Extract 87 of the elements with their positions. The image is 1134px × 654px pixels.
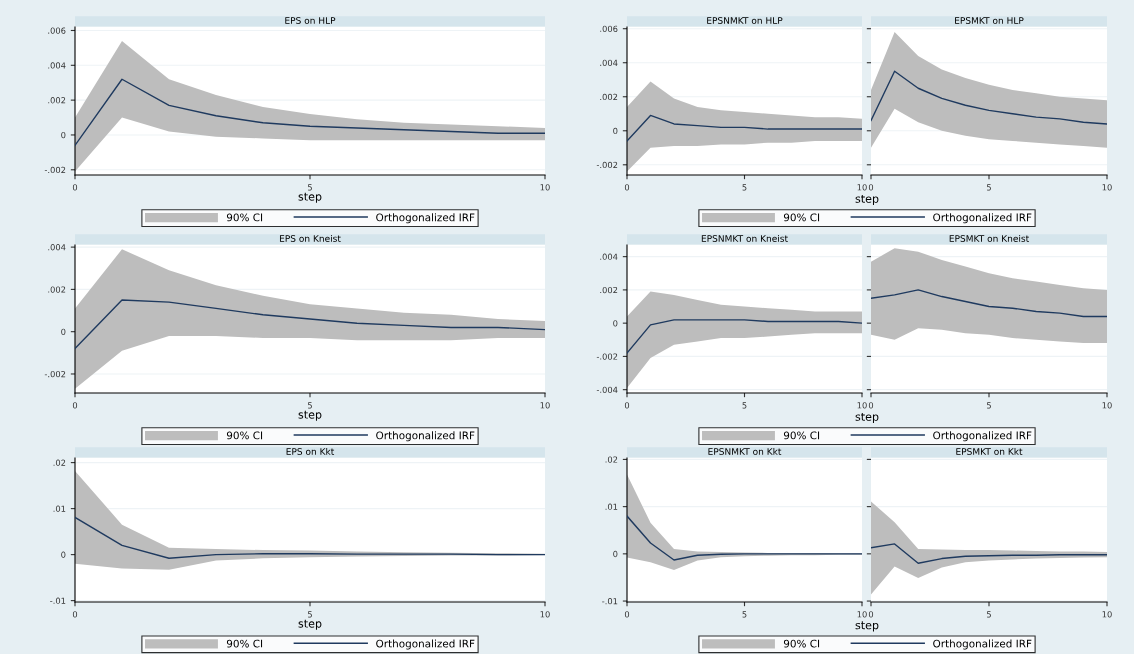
y-tick-label: -.002 [596, 161, 618, 169]
y-tick-label: .004 [600, 253, 618, 260]
text: Orthogonalized IRF [933, 639, 1032, 650]
line-series [75, 78, 545, 147]
y-tick-label: .004 [600, 59, 618, 67]
x-tick-label: 5 [307, 184, 312, 191]
text: Orthogonalized IRF [376, 431, 475, 442]
x-tick-label: 5 [986, 184, 991, 191]
x-axis-title: step [855, 412, 879, 423]
x-tick-label: 10 [540, 402, 550, 409]
text: Orthogonalized IRF [933, 431, 1032, 442]
x-tick-label: 5 [307, 402, 312, 409]
line-series [627, 114, 862, 142]
y-tick-label: -.002 [44, 166, 66, 174]
text: 90% CI [226, 431, 263, 440]
y-tick-label: .02 [53, 459, 66, 466]
x-tick-label: 5 [742, 402, 747, 409]
x-axis-title: step [298, 192, 322, 203]
text: Orthogonalized IRF [376, 639, 475, 650]
chart-title: EPSMKT on Kkt [956, 447, 1023, 455]
line-series [75, 516, 545, 559]
x-tick-label: 10 [1102, 402, 1112, 409]
chart-title: EPSNMKT on Kneist [701, 234, 788, 242]
x-tick-label: 10 [857, 184, 867, 191]
x-tick-label: 5 [986, 402, 991, 409]
text: 90% CI [226, 213, 263, 222]
y-tick-label: -.01 [50, 597, 66, 604]
chart-title: EPS on Kkt [286, 447, 335, 455]
y-tick-label: -.002 [596, 353, 618, 360]
y-tick-label: .01 [53, 505, 66, 512]
x-tick-label: 10 [540, 184, 550, 191]
text: Orthogonalized IRF [933, 213, 1032, 224]
y-tick-label: -.01 [602, 598, 618, 605]
x-tick-label: 10 [1102, 611, 1112, 618]
y-tick-label: .004 [48, 62, 66, 69]
chart-title: EPS on Kneist [279, 234, 341, 242]
y-tick-label: -.002 [44, 370, 66, 378]
y-tick-label: 0 [613, 550, 618, 558]
chart-title: EPSNMKT on HLP [707, 17, 783, 24]
y-tick-label: .02 [605, 456, 618, 463]
x-tick-label: 0 [624, 611, 630, 618]
y-tick-label: -.004 [596, 386, 618, 393]
y-tick-label: 0 [613, 127, 618, 135]
chart-title: EPSMKT on HLP [955, 17, 1024, 24]
y-tick-label: 0 [61, 551, 66, 558]
text: Orthogonalized IRF [376, 213, 475, 224]
x-axis-title: step [855, 194, 879, 205]
x-tick-label: 0 [624, 402, 630, 409]
y-tick-label: .006 [48, 27, 66, 34]
line-series [627, 319, 862, 354]
x-tick-label: 0 [72, 402, 78, 409]
y-tick-label: 0 [61, 131, 66, 139]
x-tick-label: 5 [742, 184, 747, 191]
chart-title: EPS on HLP [285, 17, 336, 24]
y-tick-label: .002 [48, 286, 66, 293]
text: 90% CI [783, 431, 820, 440]
line-series [627, 515, 862, 561]
x-tick-label: 0 [868, 402, 874, 409]
y-tick-label: .002 [600, 93, 618, 101]
x-tick-label: 10 [857, 402, 867, 409]
x-tick-label: 0 [72, 184, 78, 191]
x-tick-label: 10 [1102, 184, 1112, 191]
text: 90% CI [226, 639, 263, 648]
x-tick-label: 0 [868, 184, 874, 191]
y-tick-label: 0 [613, 320, 618, 327]
y-tick-label: 0 [61, 328, 66, 335]
y-tick-label: .006 [600, 25, 618, 32]
x-tick-label: 5 [307, 611, 312, 618]
y-tick-label: .002 [600, 286, 618, 294]
x-tick-label: 10 [857, 611, 867, 618]
y-tick-label: .01 [605, 503, 618, 510]
x-tick-label: 0 [72, 611, 78, 618]
y-tick-label: .002 [48, 97, 66, 104]
x-tick-label: 10 [540, 611, 550, 618]
line-series [75, 299, 545, 350]
x-tick-label: 5 [742, 611, 747, 618]
chart-title: EPSNMKT on Kkt [708, 447, 782, 455]
y-tick-label: .004 [48, 244, 66, 251]
x-axis-title: step [298, 410, 322, 421]
chart-title: EPSMKT on Kneist [949, 234, 1029, 242]
x-tick-label: 5 [986, 611, 991, 618]
x-tick-label: 0 [868, 611, 874, 618]
x-tick-label: 0 [624, 184, 630, 191]
text: 90% CI [783, 213, 820, 222]
x-axis-title: step [298, 619, 322, 630]
x-axis-title: step [855, 621, 879, 632]
text: 90% CI [783, 639, 820, 648]
